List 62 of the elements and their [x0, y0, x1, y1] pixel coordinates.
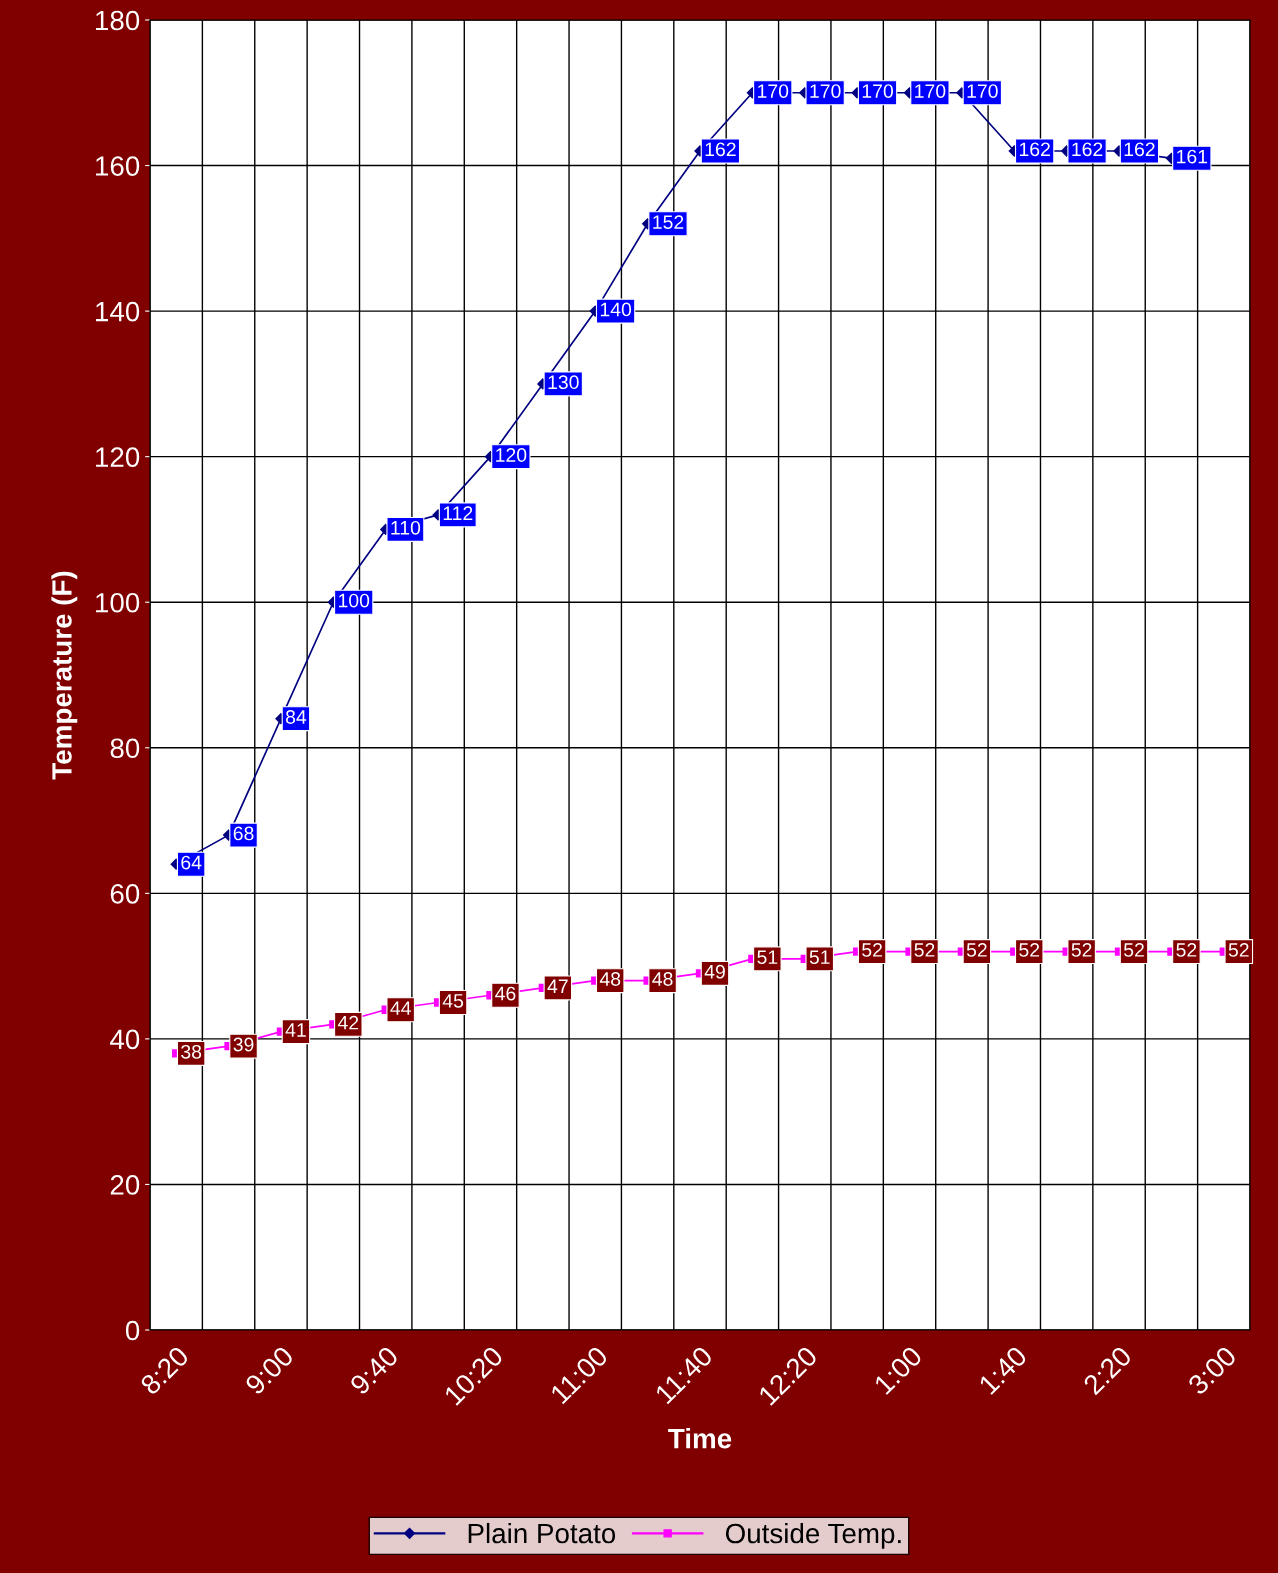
data-label: 47: [547, 979, 568, 993]
y-tick-label: 120: [96, 447, 140, 468]
data-label: 49: [704, 964, 725, 979]
data-label: 51: [757, 950, 778, 965]
data-label: 170: [915, 84, 946, 98]
data-label: 52: [1123, 943, 1144, 957]
data-label: 110: [391, 520, 421, 535]
data-label: 162: [1019, 142, 1050, 157]
data-label: 52: [966, 943, 987, 957]
data-label: 52: [914, 943, 935, 957]
y-tick-label: 180: [96, 10, 140, 31]
data-label: 51: [809, 950, 830, 965]
data-label: 46: [495, 986, 516, 1001]
data-label: 162: [1124, 142, 1155, 157]
data-label: 48: [599, 972, 621, 986]
data-label: 48: [652, 972, 673, 986]
data-label: 170: [967, 84, 998, 98]
x-tick-label: 3:00: [1186, 1345, 1238, 1396]
data-label: 52: [1071, 943, 1092, 957]
data-label: 100: [338, 593, 370, 608]
data-label: 44: [390, 1001, 411, 1015]
data-label: 170: [862, 84, 893, 98]
legend-label: Outside Temp.: [725, 1522, 901, 1549]
x-tick-label: 9:40: [348, 1345, 400, 1396]
x-tick-label: 1:00: [873, 1345, 924, 1396]
y-tick-label: 140: [96, 301, 140, 322]
data-label: 161: [1177, 149, 1208, 164]
data-label: 38: [181, 1044, 202, 1059]
data-label: 120: [496, 448, 527, 462]
x-tick-label: 8:20: [139, 1345, 190, 1396]
data-label: 52: [1019, 943, 1040, 957]
data-label: 42: [337, 1015, 359, 1030]
data-label: 45: [442, 994, 464, 1008]
data-label: 152: [653, 215, 684, 229]
data-label: 52: [1176, 943, 1197, 957]
y-axis-title: Temperature (F): [51, 571, 78, 780]
y-tick-label: 100: [96, 592, 140, 613]
data-label: 52: [862, 943, 882, 957]
data-label: 84: [285, 710, 307, 724]
data-label: 68: [233, 826, 254, 841]
data-label: 41: [285, 1023, 306, 1037]
data-label: 140: [600, 302, 632, 317]
x-tick-label: 2:20: [1082, 1345, 1133, 1396]
y-tick-label: 80: [110, 738, 140, 759]
data-label: 39: [233, 1037, 254, 1052]
x-tick-label: 1:40: [978, 1345, 1028, 1396]
data-label: 170: [810, 84, 841, 98]
y-tick-label: 160: [96, 156, 140, 176]
x-tick-label: 9:00: [244, 1345, 295, 1396]
y-tick-label: 40: [110, 1029, 140, 1050]
data-label: 130: [548, 375, 579, 390]
data-label: 112: [443, 506, 473, 520]
data-label: 162: [1072, 142, 1103, 157]
data-label: 64: [181, 855, 202, 870]
y-tick-label: 20: [110, 1175, 140, 1195]
data-label: 162: [705, 142, 736, 157]
legend-label: Plain Potato: [468, 1522, 616, 1544]
y-tick-label: 0: [125, 1320, 140, 1341]
x-axis-title: Time: [668, 1428, 732, 1449]
data-label: 52: [1228, 943, 1249, 957]
data-label: 170: [758, 84, 789, 98]
y-tick-label: 60: [110, 884, 140, 904]
